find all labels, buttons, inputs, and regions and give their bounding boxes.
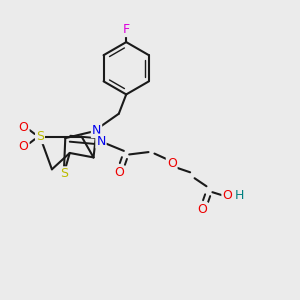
Text: O: O	[222, 189, 232, 202]
Text: H: H	[235, 189, 244, 202]
Text: F: F	[123, 23, 130, 36]
Text: N: N	[92, 124, 101, 137]
Text: O: O	[197, 203, 207, 216]
Text: N: N	[96, 135, 106, 148]
Text: O: O	[114, 167, 124, 179]
Text: S: S	[60, 167, 68, 180]
Text: S: S	[36, 130, 44, 143]
Text: O: O	[19, 140, 28, 153]
Text: O: O	[19, 121, 28, 134]
Text: O: O	[167, 158, 177, 170]
